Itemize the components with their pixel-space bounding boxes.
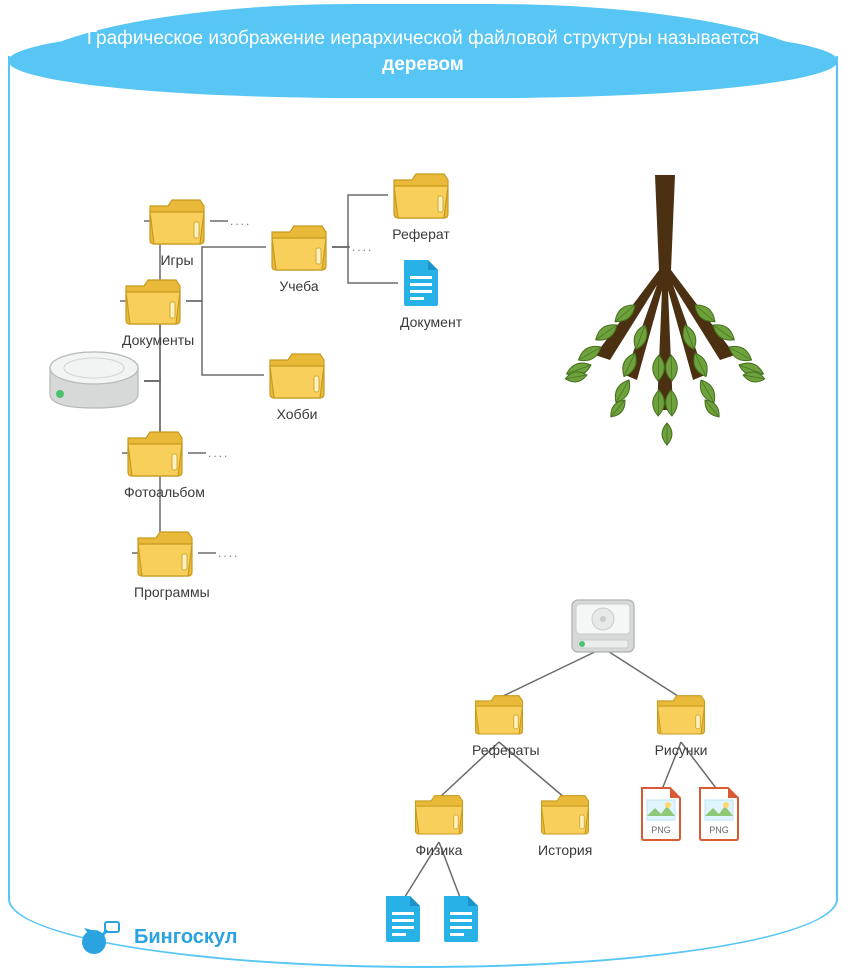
- header-text-normal: Графическое изображение иерархической фа…: [87, 28, 759, 49]
- node-label: Программы: [134, 584, 196, 600]
- node-label: Рефераты: [472, 742, 526, 758]
- node-png1: PNG: [638, 786, 684, 845]
- node-label: Документ: [400, 314, 442, 330]
- node-risunki: Рисунки: [654, 692, 708, 758]
- folder-icon: [266, 387, 328, 403]
- node-png2: PNG: [696, 786, 742, 845]
- disk_small-icon: [566, 645, 640, 661]
- node-hobby: Хобби: [266, 350, 328, 422]
- node-docs: Документы: [122, 276, 184, 348]
- node-label: Физика: [412, 842, 466, 858]
- folder-icon: [268, 259, 330, 275]
- png-icon: PNG: [638, 829, 684, 845]
- folder_small-icon: [472, 723, 526, 739]
- node-label: Реферат: [390, 226, 452, 242]
- node-study: Учеба: [268, 222, 330, 294]
- header-text-bold: деревом: [382, 54, 464, 75]
- node-programs: Программы: [134, 528, 196, 600]
- brand-logo-icon: [80, 918, 124, 956]
- ellipsis: ....: [218, 546, 239, 560]
- png-icon: PNG: [696, 829, 742, 845]
- node-label: Учеба: [268, 278, 330, 294]
- node-disk: [46, 350, 142, 415]
- node-label: Документы: [122, 332, 184, 348]
- node-docB: [440, 894, 482, 947]
- folder_small-icon: [538, 823, 592, 839]
- node-games: Игры: [146, 196, 208, 268]
- node-label: Фотоальбом: [124, 484, 186, 500]
- svg-text:PNG: PNG: [709, 825, 729, 835]
- header-title: Графическое изображение иерархической фа…: [0, 26, 846, 77]
- ellipsis: ....: [230, 214, 251, 228]
- folder-icon: [146, 233, 208, 249]
- folder-icon: [122, 313, 184, 329]
- doc-icon: [440, 931, 482, 947]
- node-photos: Фотоальбом: [124, 428, 186, 500]
- brand-text: Бингоскул: [134, 926, 237, 949]
- doc-icon: [382, 931, 424, 947]
- node-label: Игры: [146, 252, 208, 268]
- folder-icon: [390, 207, 452, 223]
- folder-icon: [134, 565, 196, 581]
- ellipsis: ....: [352, 240, 373, 254]
- node-referaty: Рефераты: [472, 692, 526, 758]
- svg-text:PNG: PNG: [651, 825, 671, 835]
- doc-icon: [400, 295, 442, 311]
- node-docA: [382, 894, 424, 947]
- node-label: История: [538, 842, 592, 858]
- folder_small-icon: [412, 823, 466, 839]
- node-label: Хобби: [266, 406, 328, 422]
- folder-icon: [124, 465, 186, 481]
- brand: Бингоскул: [80, 918, 237, 956]
- node-fizika: Физика: [412, 792, 466, 858]
- folder_small-icon: [654, 723, 708, 739]
- node-referat: Реферат: [390, 170, 452, 242]
- node-doc1: Документ: [400, 258, 442, 330]
- node-disk2: [566, 594, 640, 661]
- ellipsis: ....: [208, 446, 229, 460]
- disk_large-icon: [46, 399, 142, 415]
- node-istoriya: История: [538, 792, 592, 858]
- node-label: Рисунки: [654, 742, 708, 758]
